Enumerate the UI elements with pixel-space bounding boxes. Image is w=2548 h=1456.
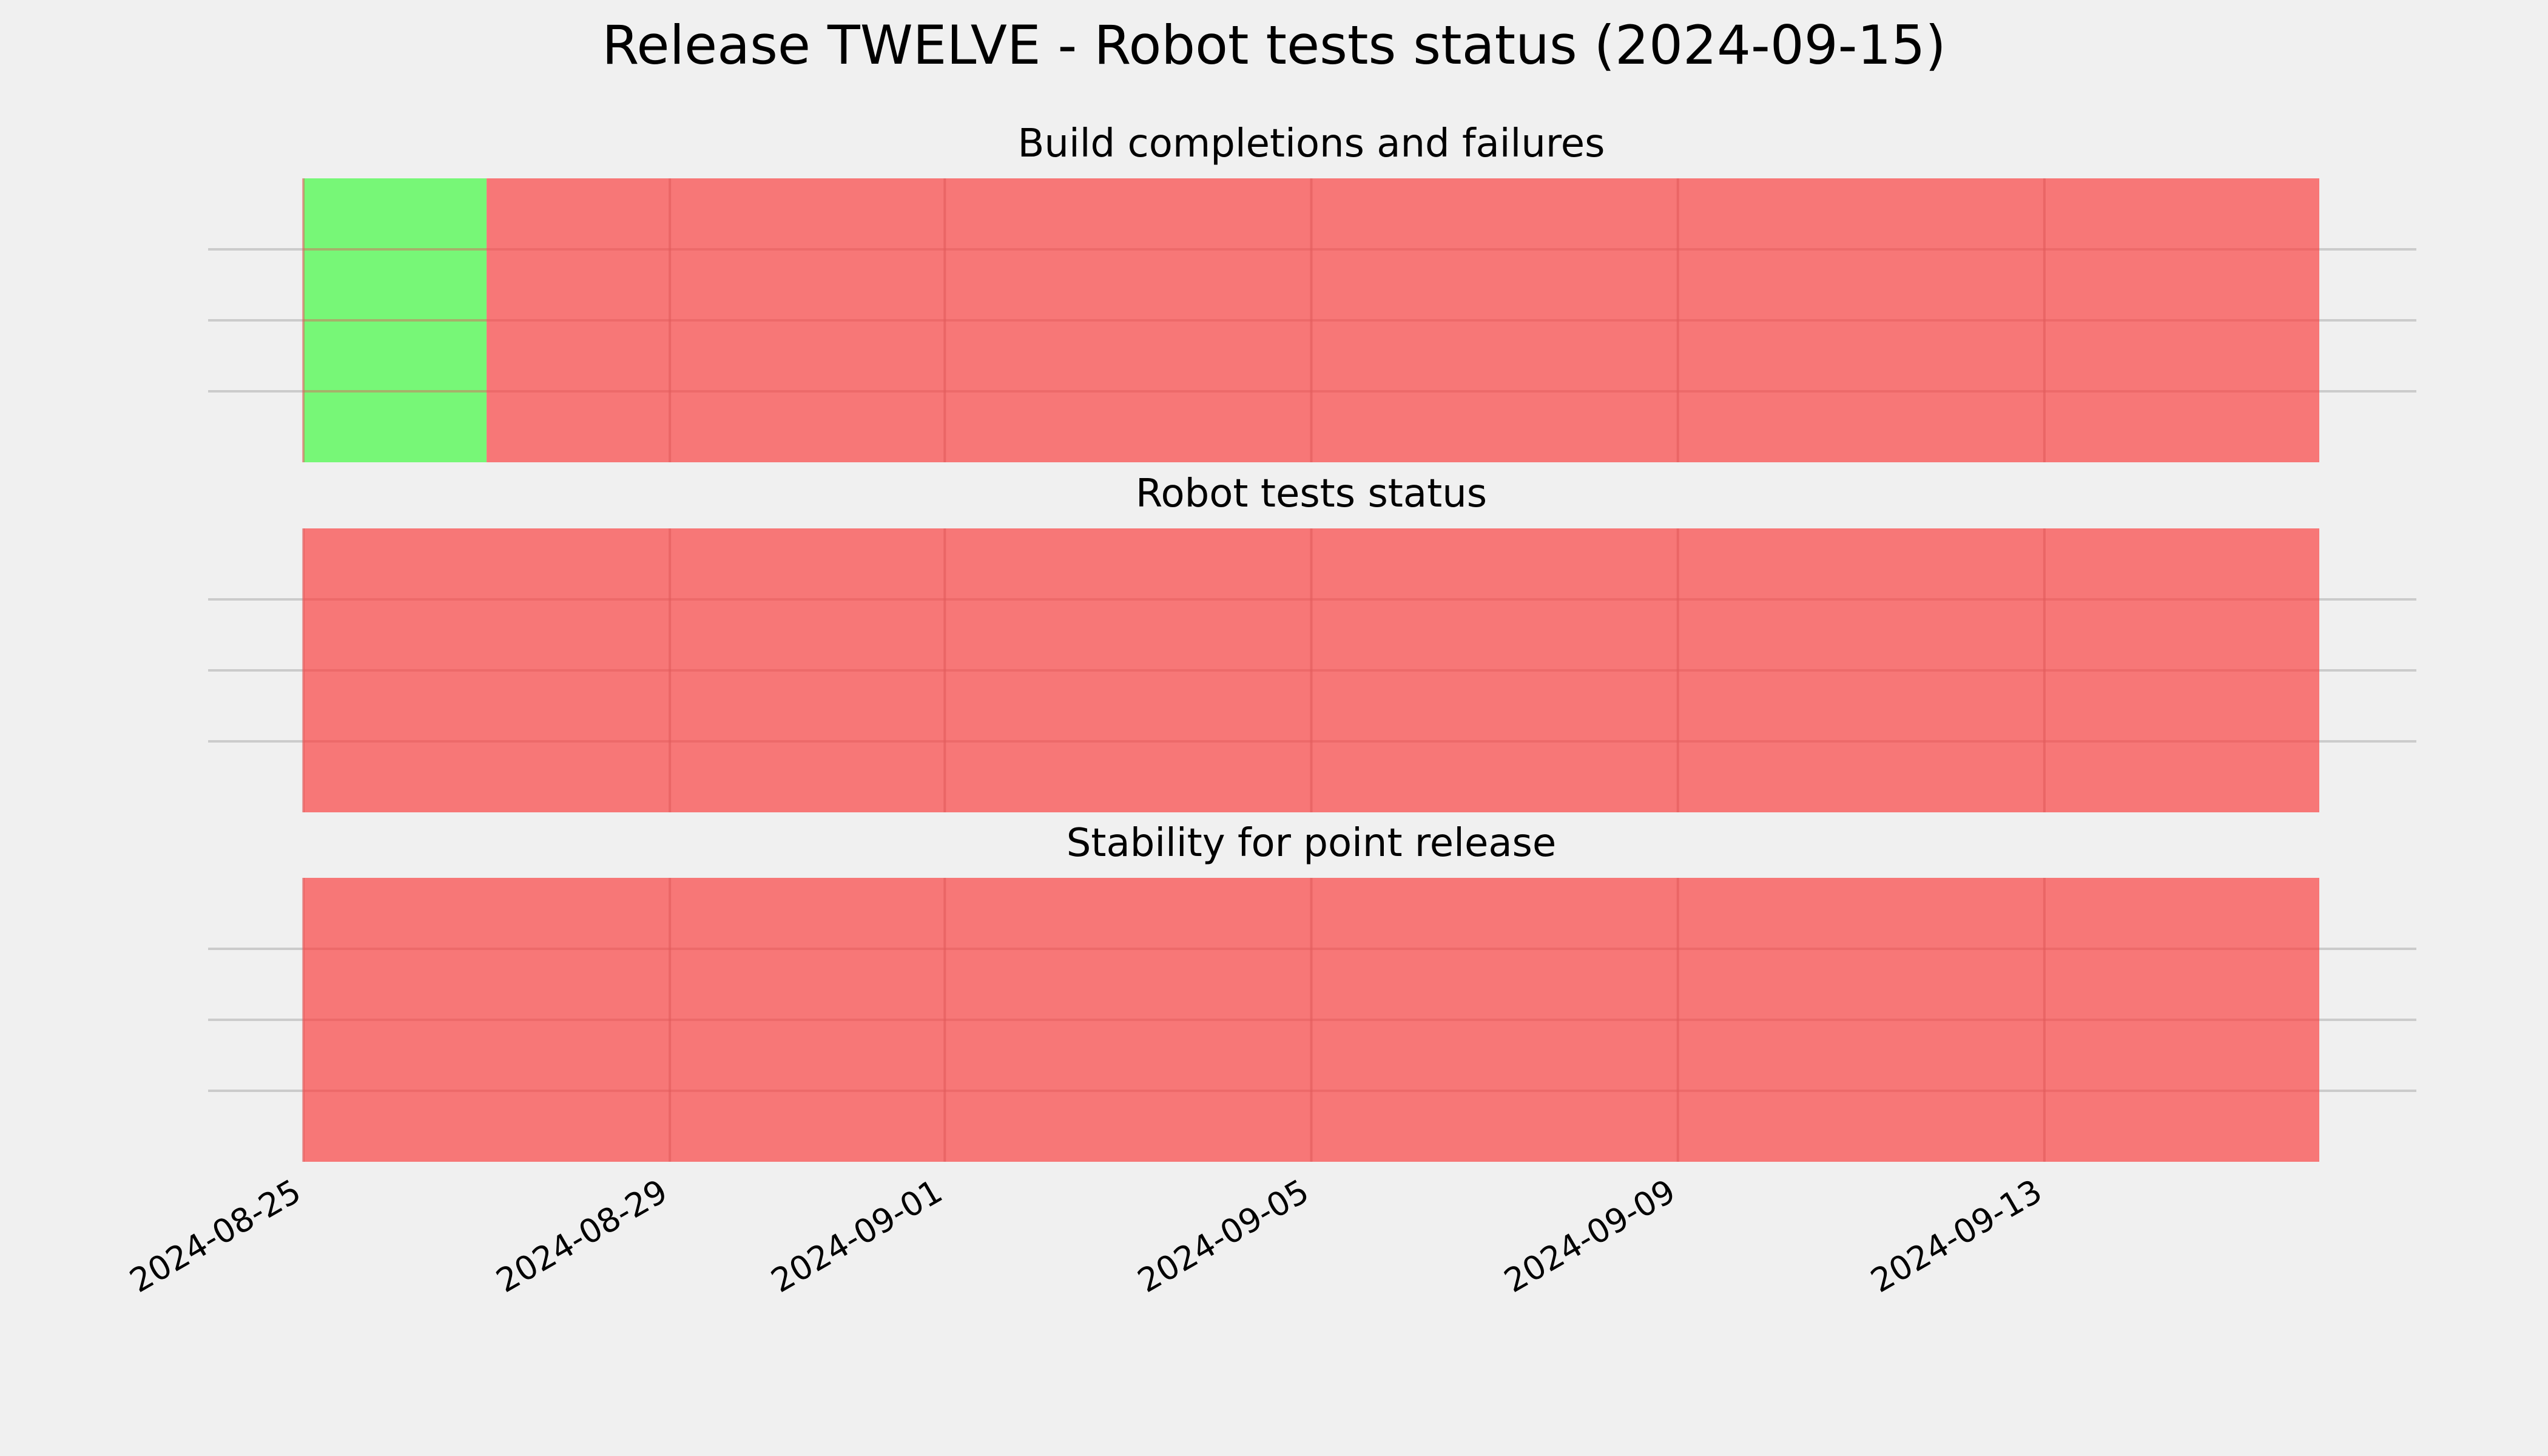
panel-2: Robot tests status xyxy=(208,471,2416,812)
figure-title: Release TWELVE - Robot tests status (202… xyxy=(602,14,1946,76)
status-segment-fail xyxy=(487,178,2320,462)
panel-3: Stability for point release xyxy=(208,821,2416,1162)
panel-1: Build completions and failures xyxy=(208,121,2416,462)
panel-title: Stability for point release xyxy=(1067,821,1557,866)
panel-title: Robot tests status xyxy=(1136,471,1487,516)
panels-group: Build completions and failures Robot test… xyxy=(208,121,2416,1162)
status-segment-pass xyxy=(303,178,487,462)
panel-title: Build completions and failures xyxy=(1018,121,1605,166)
